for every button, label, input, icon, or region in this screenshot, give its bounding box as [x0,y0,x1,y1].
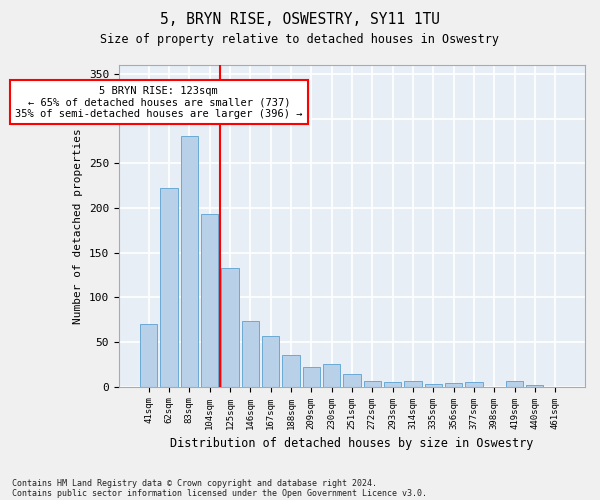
Bar [323,364,340,386]
Text: Contains HM Land Registry data © Crown copyright and database right 2024.: Contains HM Land Registry data © Crown c… [12,478,377,488]
Bar [181,136,198,386]
Bar [384,382,401,386]
Bar [140,324,157,386]
Bar [364,382,381,386]
Text: Contains public sector information licensed under the Open Government Licence v3: Contains public sector information licen… [12,488,427,498]
Text: 5, BRYN RISE, OSWESTRY, SY11 1TU: 5, BRYN RISE, OSWESTRY, SY11 1TU [160,12,440,28]
Bar [445,383,462,386]
Bar [506,382,523,386]
Text: 5 BRYN RISE: 123sqm
← 65% of detached houses are smaller (737)
35% of semi-detac: 5 BRYN RISE: 123sqm ← 65% of detached ho… [15,86,302,119]
Bar [425,384,442,386]
Text: Size of property relative to detached houses in Oswestry: Size of property relative to detached ho… [101,32,499,46]
Bar [201,214,218,386]
Bar [283,356,299,386]
Bar [242,322,259,386]
Bar [343,374,361,386]
Bar [302,367,320,386]
Bar [221,268,239,386]
Bar [526,385,544,386]
Bar [262,336,279,386]
X-axis label: Distribution of detached houses by size in Oswestry: Distribution of detached houses by size … [170,437,533,450]
Y-axis label: Number of detached properties: Number of detached properties [73,128,83,324]
Bar [404,382,422,386]
Bar [160,188,178,386]
Bar [465,382,482,386]
